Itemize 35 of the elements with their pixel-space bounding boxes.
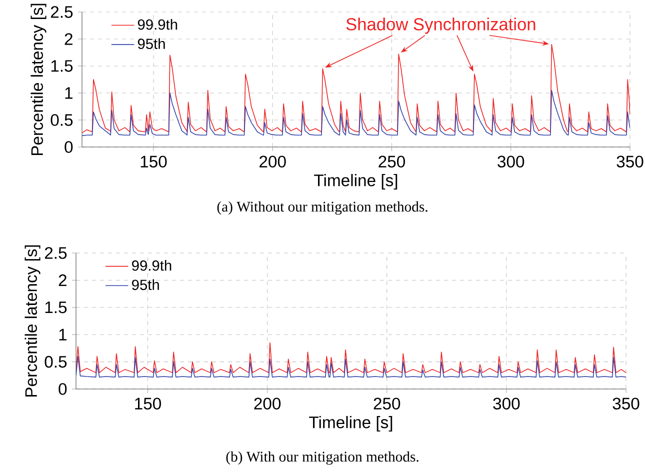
y-axis-title: Percentile latency [s]: [24, 245, 40, 397]
x-tick-label: 300: [493, 398, 520, 410]
x-tick-label: 350: [612, 398, 640, 410]
x-tick-label: 300: [498, 156, 524, 168]
y-tick-label: 2.5: [50, 6, 73, 18]
legend-label: 99.9th: [138, 18, 178, 30]
x-tick-label: 250: [378, 156, 405, 168]
x-axis-title: Timeline [s]: [314, 174, 398, 190]
x-tick-label: 200: [260, 156, 286, 168]
x-tick-label: 150: [140, 156, 167, 168]
x-tick-label: 150: [135, 398, 161, 410]
y-tick-label: 2: [64, 33, 72, 45]
text: (a) Without our mitigation methods.: [217, 201, 428, 215]
x-tick-label: 350: [616, 156, 644, 168]
x-tick-label: 200: [254, 398, 281, 410]
x-axis-title: Timeline [s]: [309, 416, 392, 432]
line-series: [76, 342, 626, 374]
line-series: [76, 356, 626, 378]
y-tick-label: 1.5: [51, 60, 73, 72]
y-tick-label: 2.5: [44, 247, 67, 259]
legend-label: 95th: [138, 38, 165, 50]
y-tick-label: 0: [64, 141, 73, 153]
y-tick-label: 1.5: [45, 302, 67, 314]
y-tick-label: 1: [65, 87, 72, 99]
y-axis-title: Percentile latency [s]: [30, 4, 46, 156]
y-tick-label: 0.5: [50, 114, 73, 126]
y-tick-label: 1: [59, 328, 66, 340]
x-tick-label: 250: [374, 398, 400, 410]
y-tick-label: 2: [58, 274, 66, 286]
y-tick-label: 0.5: [44, 356, 67, 368]
legend-label: 99.9th: [132, 260, 172, 271]
y-tick-label: 0: [58, 383, 67, 395]
legend-label: 95th: [132, 279, 159, 290]
text: (b) With our mitigation methods.: [226, 451, 418, 465]
annotation: Shadow Synchronization: [346, 18, 536, 34]
